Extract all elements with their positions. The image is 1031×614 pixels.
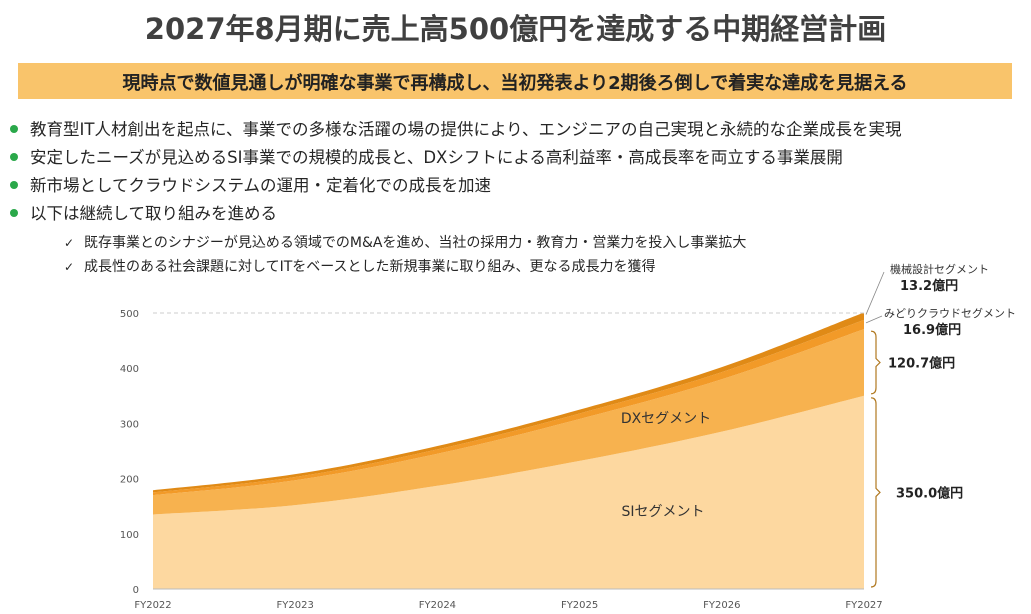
bullet-dot-icon: [10, 153, 18, 161]
bullet-text: 教育型IT人材創出を起点に、事業での多様な活躍の場の提供により、エンジニアの自己…: [30, 120, 902, 139]
bullet-item: 新市場としてクラウドシステムの運用・定着化での成長を加速: [10, 172, 1025, 200]
inline-label-dx: DXセグメント: [621, 411, 711, 427]
bullet-item: 以下は継続して取り組みを進める: [10, 200, 1025, 228]
check-icon: ✓: [64, 260, 75, 274]
leader-line-kikai: [865, 271, 885, 315]
bullet-list: 教育型IT人材創出を起点に、事業での多様な活躍の場の提供により、エンジニアの自己…: [10, 116, 1025, 228]
y-tick-label: 100: [120, 530, 139, 541]
subtitle: 現時点で数値見通しが明確な事業で再構成し、当初発表より2期後ろ倒しで着実な達成を…: [122, 73, 908, 94]
annotation-midori-value: 16.9億円: [903, 322, 961, 338]
bullet-dot-icon: [10, 181, 18, 189]
bullet-text: 以下は継続して取り組みを進める: [30, 204, 278, 223]
x-tick-label: FY2025: [561, 600, 598, 611]
x-tick-label: FY2027: [845, 600, 882, 611]
area-series-2: [153, 329, 864, 515]
brace-dx: [870, 330, 881, 395]
y-tick-label: 0: [133, 585, 139, 596]
annotation-dx-value: 120.7億円: [888, 355, 955, 371]
y-tick-label: 400: [120, 364, 139, 375]
brace-si: [870, 397, 881, 588]
sub-bullet-list: ✓ 既存事業とのシナジーが見込める領域でのM&Aを進め、当社の採用力・教育力・営業…: [64, 231, 746, 279]
bullet-text: 安定したニーズが見込めるSI事業での規模的成長と、DXシフトによる高利益率・高成…: [30, 148, 843, 167]
subtitle-band: 現時点で数値見通しが明確な事業で再構成し、当初発表より2期後ろ倒しで着実な達成を…: [18, 63, 1012, 99]
y-tick-label: 300: [120, 419, 139, 430]
x-tick-label: FY2023: [277, 600, 314, 611]
bullet-text: 新市場としてクラウドシステムの運用・定着化での成長を加速: [30, 176, 492, 195]
x-tick-label: FY2024: [419, 600, 456, 611]
annotation-midori-label: みどりクラウドセグメント: [884, 306, 1016, 320]
leader-line-midori: [865, 315, 883, 324]
inline-label-si: SIセグメント: [621, 504, 704, 520]
annotation-kikai-label: 機械設計セグメント: [890, 262, 989, 276]
bullet-item: 教育型IT人材創出を起点に、事業での多様な活躍の場の提供により、エンジニアの自己…: [10, 116, 1025, 144]
sub-bullet-item: ✓ 既存事業とのシナジーが見込める領域でのM&Aを進め、当社の採用力・教育力・営業…: [64, 231, 746, 255]
bullet-dot-icon: [10, 125, 18, 133]
x-tick-label: FY2022: [134, 600, 171, 611]
x-tick-label: FY2026: [703, 600, 740, 611]
sub-bullet-item: ✓ 成長性のある社会課題に対してITをベースとした新規事業に取り組み、更なる成長力…: [64, 255, 746, 279]
sub-bullet-text: 成長性のある社会課題に対してITをベースとした新規事業に取り組み、更なる成長力を…: [84, 259, 656, 275]
page-title: 2027年8月期に売上高500億円を達成する中期経営計画: [144, 12, 887, 46]
sub-bullet-text: 既存事業とのシナジーが見込める領域でのM&Aを進め、当社の採用力・教育力・営業力…: [84, 235, 747, 251]
annotation-kikai-value: 13.2億円: [900, 278, 958, 294]
annotation-si-value: 350.0億円: [896, 485, 963, 501]
bullet-item: 安定したニーズが見込めるSI事業での規模的成長と、DXシフトによる高利益率・高成…: [10, 144, 1025, 172]
y-tick-label: 200: [120, 475, 139, 486]
bullet-dot-icon: [10, 209, 18, 217]
area-series-1: [153, 395, 864, 589]
y-tick-label: 500: [120, 309, 139, 320]
check-icon: ✓: [64, 236, 75, 250]
